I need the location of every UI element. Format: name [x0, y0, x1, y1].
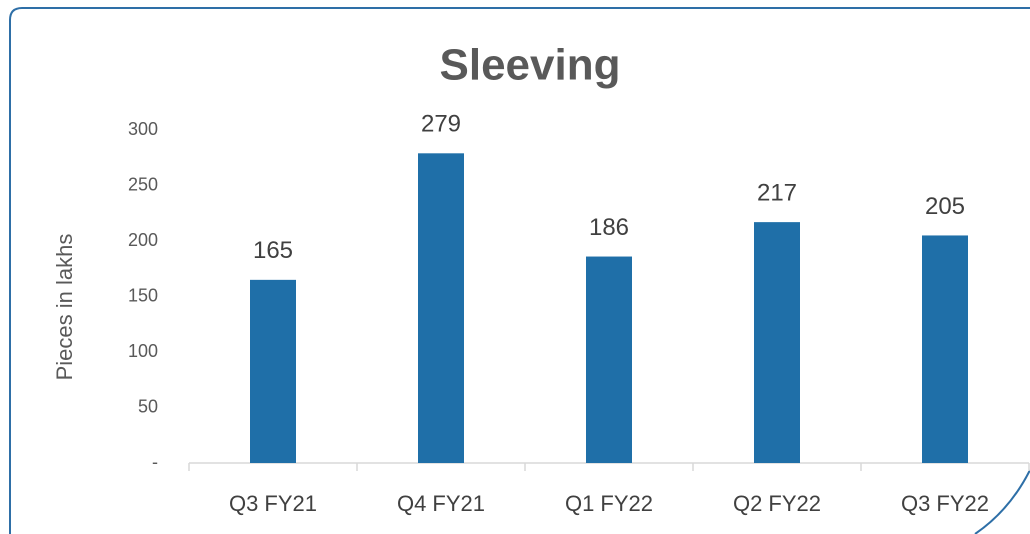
- chart-title: Sleeving: [440, 41, 621, 90]
- x-tick-label: Q3 FY22: [901, 491, 989, 516]
- y-tick-label: 250: [128, 174, 158, 194]
- y-tick-label: 300: [128, 119, 158, 139]
- frame: [9, 7, 1030, 534]
- data-label: 165: [253, 237, 293, 264]
- bar: [418, 153, 464, 463]
- y-axis-label: Pieces in lakhs: [52, 234, 77, 381]
- data-label: 186: [589, 214, 629, 241]
- x-tick-label: Q3 FY21: [229, 491, 317, 516]
- y-tick-label: 150: [128, 285, 158, 305]
- bar: [922, 235, 968, 463]
- bar: [754, 222, 800, 463]
- x-tick-label: Q2 FY22: [733, 491, 821, 516]
- frame-curve: [974, 469, 1030, 534]
- y-tick-label: 100: [128, 341, 158, 361]
- y-tick-label: -: [152, 452, 158, 472]
- x-tick-label: Q4 FY21: [397, 491, 485, 516]
- bar: [250, 279, 296, 463]
- y-tick-label: 200: [128, 230, 158, 250]
- data-label: 205: [925, 193, 965, 220]
- x-tick-label: Q1 FY22: [565, 491, 653, 516]
- y-tick-label: 50: [138, 396, 158, 416]
- data-label: 279: [421, 111, 461, 138]
- bar: [586, 256, 632, 463]
- data-label: 217: [757, 179, 797, 206]
